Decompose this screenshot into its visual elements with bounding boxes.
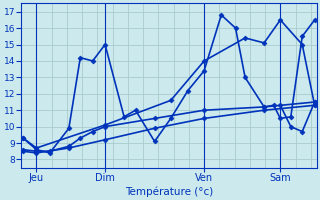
X-axis label: Température (°c): Température (°c)	[125, 186, 213, 197]
